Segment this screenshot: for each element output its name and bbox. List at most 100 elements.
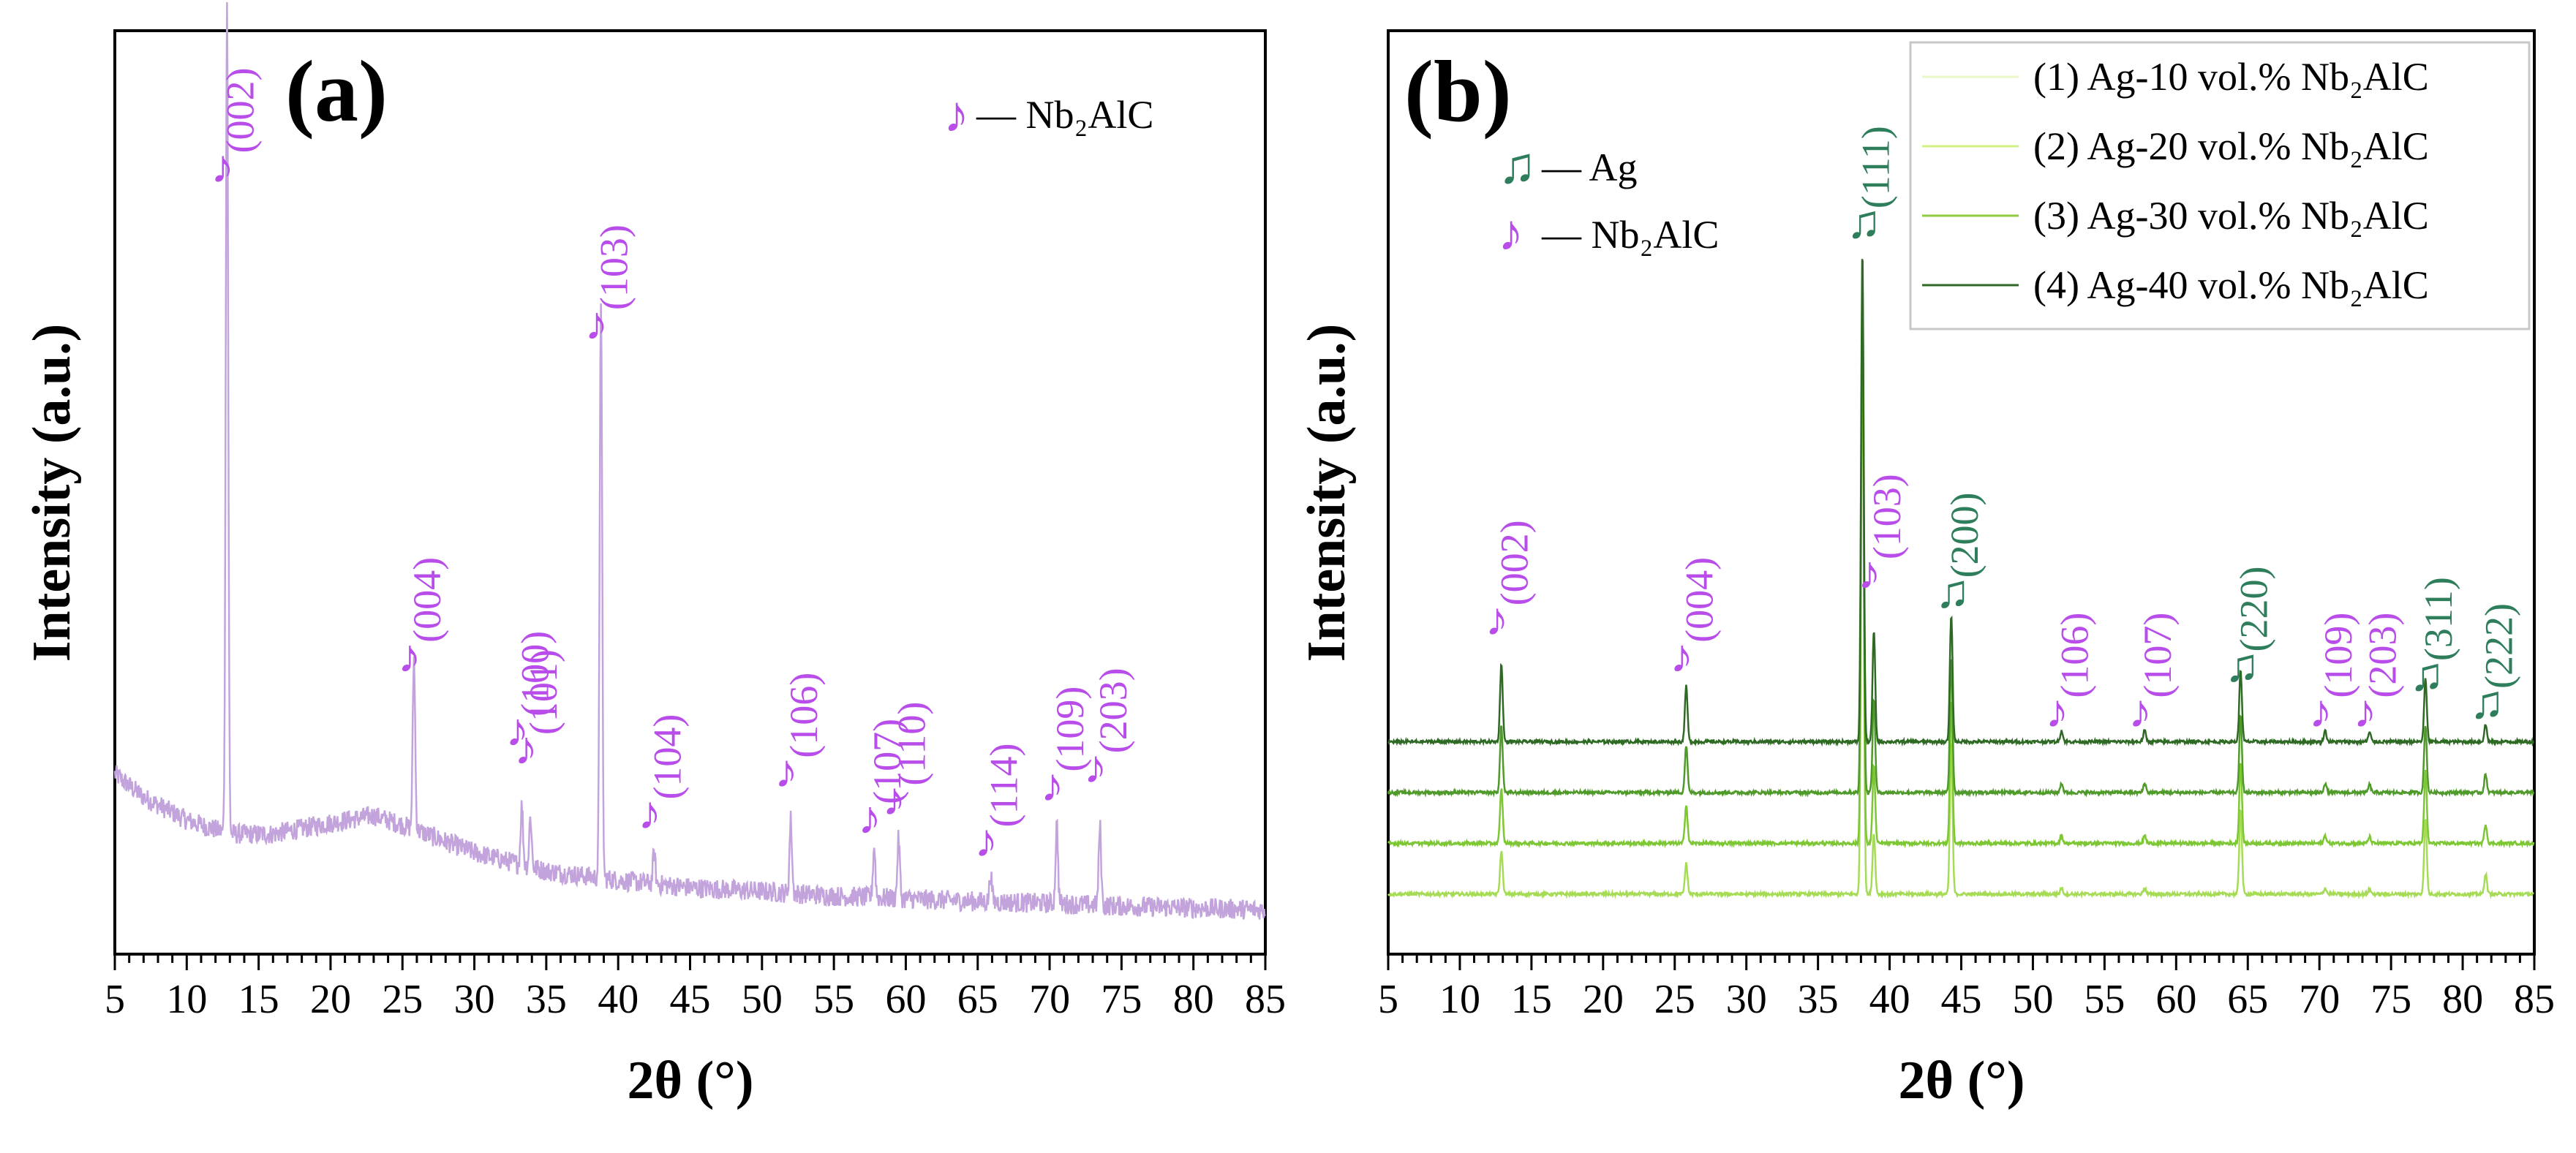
peak-label: (107) (2136, 613, 2180, 698)
peak-label: (200) (1943, 492, 1986, 578)
x-tick-label: 60 (885, 977, 926, 1022)
nb2alc-peak-marker-icon: ♪ (883, 774, 906, 825)
nb2alc-peak-marker-icon: ♪ (1670, 630, 1693, 682)
panel-b-marker-legend: ♫ — Ag ♪ — Nb₂AlC (1498, 138, 1719, 262)
nb2alc-peak-marker-icon: ♪ (638, 787, 661, 839)
nb2alc-peak-marker-icon: ♪ (1041, 760, 1064, 812)
series-2-label: (2) Ag-20 vol.% Nb₂AlC (2033, 124, 2429, 168)
peak-label: (101) (521, 649, 565, 735)
series-4-label: (4) Ag-40 vol.% Nb₂AlC (2033, 263, 2429, 307)
series-3-line (1387, 279, 2535, 798)
peak-label: (103) (592, 224, 636, 310)
peak-label: (106) (782, 673, 826, 758)
x-tick-label: 75 (1101, 977, 1142, 1022)
nb2alc-peak-marker-icon: ♪ (505, 704, 529, 756)
x-tick-label: 40 (598, 977, 639, 1022)
panel-b-x-axis-title: 2θ (°) (1898, 1051, 2025, 1111)
ag-peak-marker-icon: ♫ (2224, 639, 2259, 691)
x-tick-label: 65 (957, 977, 998, 1022)
x-tick-label: 30 (1726, 977, 1767, 1022)
x-tick-label: 10 (1439, 977, 1480, 1022)
x-tick-label: 45 (670, 977, 711, 1022)
x-tick-label: 20 (1583, 977, 1624, 1022)
panel-a-x-ticks: 5 10 15 20 25 30 35 40 45 50 55 60 65 70 75 80 85 (105, 954, 1286, 1022)
panel-a-data (113, 1, 1266, 920)
nb2alc-peak-marker-icon: ♪ (211, 140, 234, 192)
nb2alc-peak-marker-icon: ♪ (2128, 686, 2152, 738)
nb2alc-peak-marker-icon: ♪ (514, 722, 538, 774)
x-tick-label: 55 (2084, 977, 2125, 1022)
nb2alc-peak-marker-icon: ♪ (398, 630, 421, 682)
peak-label: (109) (1048, 687, 1092, 772)
panel-a-legend-label: — Nb₂AlC (976, 93, 1153, 137)
nb2alc-peak-marker-icon: ♪ (974, 814, 998, 866)
nb2alc-peak-marker-icon: ♪ (1084, 741, 1107, 793)
x-tick-label: 70 (1029, 977, 1070, 1022)
x-tick-label: 85 (1245, 977, 1286, 1022)
ag-peak-marker-icon: ♫ (2409, 649, 2444, 700)
x-tick-label: 15 (238, 977, 279, 1022)
nb2alc-peak-marker-icon: ♪ (585, 298, 609, 349)
series-4-line (1387, 259, 2535, 747)
x-tick-label: 50 (2012, 977, 2053, 1022)
peak-label: (106) (2053, 613, 2097, 698)
nb2alc-peak-marker-icon: ♪ (2354, 686, 2377, 738)
panel-b-peak-markers: ♪(002)♪(004)♫(111)♪(103)♫(200)♪(106)♪(10… (1485, 126, 2521, 737)
panel-b: (b) ♪(002)♪(004)♫(111)♪(103)♫(200)♪(106)… (1297, 29, 2555, 1111)
peak-label: (004) (405, 557, 449, 643)
series-legend-box (1909, 41, 2531, 330)
panel-b-series-legend: (1) Ag-10 vol.% Nb₂AlC (2) Ag-20 vol.% N… (1909, 41, 2531, 330)
panel-a-frame (113, 29, 1267, 956)
x-tick-label: 35 (1798, 977, 1839, 1022)
panel-a-x-axis-title: 2θ (°) (627, 1051, 753, 1111)
x-tick-label: 65 (2227, 977, 2268, 1022)
peak-label: (103) (1865, 474, 1909, 559)
x-tick-label: 30 (454, 977, 495, 1022)
x-tick-label: 55 (813, 977, 854, 1022)
series-3-label: (3) Ag-30 vol.% Nb₂AlC (2033, 194, 2429, 238)
nb2alc-pattern-line (113, 1, 1266, 920)
x-tick-label: 40 (1869, 977, 1910, 1022)
x-tick-label: 80 (1173, 977, 1214, 1022)
panel-a-legend: ♪ — Nb₂AlC (944, 87, 1153, 143)
peak-label: (109) (2316, 613, 2360, 698)
ag-marker-icon: ♫ (1498, 138, 1537, 194)
series-1-line (1387, 316, 2535, 900)
ag-peak-marker-icon: ♫ (1846, 196, 1881, 248)
x-tick-label: 10 (166, 977, 207, 1022)
x-tick-label: 25 (382, 977, 423, 1022)
peak-label: (222) (2477, 603, 2520, 689)
peak-label: (203) (2361, 613, 2405, 698)
peak-label: (002) (1493, 520, 1537, 605)
panel-b-x-ticks: 5 10 15 20 25 30 35 40 45 50 55 60 65 70 75 80 85 (1378, 954, 2555, 1022)
x-tick-label: 85 (2514, 977, 2555, 1022)
peak-label: (311) (2417, 577, 2460, 661)
peak-label: (220) (2232, 567, 2275, 652)
peak-label: (004) (1677, 557, 1721, 643)
nb2alc-peak-marker-icon: ♪ (1858, 547, 1881, 599)
nb2alc-legend-label: — Nb₂AlC (1541, 213, 1719, 257)
x-tick-label: 50 (742, 977, 783, 1022)
nb2alc-peak-marker-icon: ♪ (775, 746, 798, 798)
panel-a-peak-markers: ♪(002)♪(004)♪(100)♪(101)♪(103)♪(104) ♪(10… (211, 67, 1135, 866)
x-tick-label: 20 (310, 977, 351, 1022)
peak-label: (104) (645, 714, 689, 800)
panel-a-y-axis-title: Intensity (a.u.) (22, 324, 82, 662)
series-1-label: (1) Ag-10 vol.% Nb₂AlC (2033, 55, 2429, 99)
panel-a: (a) ♪(002)♪(004)♪(100)♪(101)♪(103)♪(104)… (22, 1, 1286, 1111)
ag-peak-marker-icon: ♫ (1935, 565, 1970, 617)
x-tick-label: 45 (1941, 977, 1982, 1022)
panel-a-label: (a) (285, 42, 388, 140)
peak-label: (111) (1853, 126, 1897, 208)
x-tick-label: 70 (2299, 977, 2340, 1022)
nb2alc-peak-marker-icon: ♪ (2046, 686, 2069, 738)
peak-label: (107) (865, 719, 909, 804)
x-tick-label: 35 (526, 977, 567, 1022)
x-tick-label: 25 (1654, 977, 1695, 1022)
peak-label: (100) (513, 631, 557, 717)
nb2alc-peak-marker-icon: ♪ (2309, 686, 2332, 738)
panel-b-y-axis-title: Intensity (a.u.) (1297, 324, 1357, 662)
nb2alc-marker-icon: ♪ (1498, 205, 1524, 262)
x-tick-label: 80 (2442, 977, 2483, 1022)
